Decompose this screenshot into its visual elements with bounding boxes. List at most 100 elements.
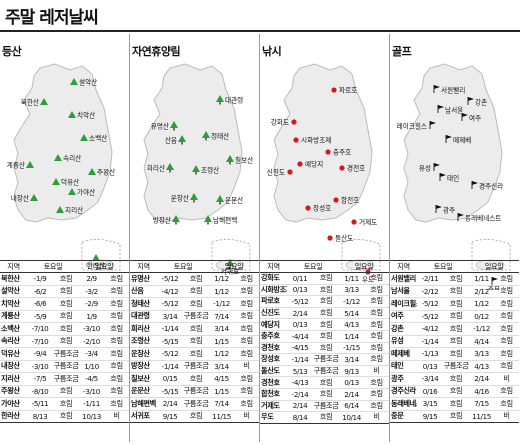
- temperature-cell: 2/14: [157, 397, 183, 411]
- table-row: 떼제베 -1/13 흐림 3/13 흐림: [390, 347, 520, 361]
- panel-divider: [389, 34, 390, 442]
- map-label: 가야산: [77, 188, 95, 197]
- condition-cell: 구름조금: [443, 360, 470, 373]
- condition-cell: 흐림: [104, 347, 130, 361]
- condition-cell: 흐림: [313, 388, 340, 401]
- map-marker: 가야산: [68, 188, 95, 197]
- temperature-cell: -1/14: [417, 335, 443, 348]
- condition-cell: 흐림: [53, 385, 80, 398]
- table-row: 속리산 -7/10 흐림 -2/10 흐림: [0, 335, 130, 348]
- temperature-cell: -1/13: [417, 347, 443, 361]
- temperature-cell: 3/14: [157, 310, 183, 323]
- table-row: 우도 8/14 흐림 10/14 비: [260, 411, 390, 424]
- temperature-cell: 0/13: [287, 318, 313, 331]
- condition-cell: 흐림: [313, 272, 340, 285]
- condition-cell: 흐림: [183, 372, 210, 386]
- map-label: 강화도: [271, 118, 289, 127]
- map-marker: 합천호: [333, 196, 359, 205]
- temperature-cell: 1/11: [339, 272, 365, 285]
- table-row: 신진도 2/14 흐림 5/14 흐림: [260, 307, 390, 320]
- temperature-cell: 2/9: [79, 272, 105, 286]
- temperature-cell: -3/10: [79, 322, 105, 336]
- table-row: 서원밸리 -2/11 흐림 1/11 흐림: [390, 272, 520, 286]
- column-header-sat: 토요일: [157, 260, 210, 273]
- temperature-cell: 3/14: [339, 353, 365, 366]
- table-row: 청태산 -5/12 흐림 -1/12 흐림: [130, 297, 260, 311]
- temperature-cell: -5/15: [157, 335, 183, 348]
- condition-cell: 흐림: [104, 310, 130, 323]
- temperature-cell: -5/9: [27, 310, 53, 323]
- map-marker: 서원밸리: [433, 85, 465, 95]
- condition-cell: 흐림: [183, 347, 210, 361]
- temperature-cell: 11/15: [209, 410, 235, 423]
- temperature-cell: -3/4: [79, 347, 105, 361]
- map-label: 경천호: [347, 164, 365, 173]
- location-cell: 칠보산: [130, 372, 157, 386]
- temperature-cell: -1/15: [339, 342, 365, 355]
- map-marker: 방장산: [153, 215, 180, 225]
- table-row: 충주호 -4/14 흐림 1/14 흐림: [260, 330, 390, 343]
- map-label: 시화방조제: [301, 136, 331, 145]
- condition-cell: 흐림: [364, 284, 390, 297]
- location-cell: 설악산: [0, 285, 27, 298]
- condition-cell: 흐림: [313, 411, 340, 424]
- map-marker: 태인: [439, 173, 459, 183]
- map-label: 태인: [447, 174, 459, 183]
- map-label: 조령산: [201, 166, 219, 175]
- map-outline: [13, 63, 113, 223]
- column-header-region: 지역: [0, 260, 27, 273]
- temperature-cell: 0/11: [287, 272, 313, 285]
- location-cell: 레이크힐스: [390, 297, 417, 311]
- temperature-cell: 7/14: [209, 397, 235, 411]
- condition-cell: 흐림: [183, 335, 210, 348]
- location-cell: 방장산: [130, 360, 157, 373]
- condition-cell: 흐림: [364, 342, 390, 355]
- temperature-cell: -4/15: [287, 342, 313, 355]
- map-marker: 설악산: [70, 78, 97, 87]
- table-row: 방장산 -1/14 구름조금 3/14 비: [130, 360, 260, 373]
- temperature-cell: 4/15: [209, 372, 235, 386]
- temperature-cell: 9/15: [417, 410, 443, 423]
- temperature-cell: 1/15: [209, 385, 235, 398]
- map-marker: 대관령: [216, 95, 243, 105]
- map-marker: 여주: [461, 113, 481, 123]
- temperature-cell: 2/12: [469, 285, 495, 298]
- temperature-cell: 4/14: [469, 335, 495, 348]
- temperature-cell: -1/12: [469, 322, 495, 336]
- condition-cell: 흐림: [53, 397, 80, 411]
- table-row: 희리산 -1/14 흐림 3/14 흐림: [130, 322, 260, 336]
- temperature-cell: -4/13: [287, 376, 313, 389]
- location-cell: 시화방조제: [260, 284, 287, 297]
- column-header-sat: 토요일: [287, 260, 340, 273]
- panel-divider: [259, 34, 260, 442]
- panel-title: 골프: [392, 45, 412, 58]
- condition-cell: 흐림: [104, 397, 130, 411]
- temperature-cell: 3/13: [339, 284, 365, 297]
- map-label: 신진도: [267, 168, 285, 177]
- panel-title: 등산: [2, 45, 22, 58]
- map-label: 속리산: [63, 154, 81, 163]
- condition-cell: 흐림: [234, 310, 260, 323]
- location-cell: 대관령: [130, 310, 157, 323]
- temperature-cell: 2/14: [469, 372, 495, 386]
- temperature-cell: 9/15: [157, 410, 183, 423]
- location-cell: 남서울: [390, 285, 417, 298]
- location-cell: 가야산: [0, 397, 27, 411]
- temperature-cell: -1/9: [27, 272, 53, 286]
- temperature-cell: -4/14: [287, 330, 313, 343]
- map-marker: 덕유산: [52, 178, 79, 187]
- map-marker: 강촌: [467, 97, 487, 107]
- map-label: 남해편백: [213, 216, 237, 225]
- condition-cell: 흐림: [364, 353, 390, 366]
- condition-cell: 흐림: [313, 342, 340, 355]
- temperature-cell: 4/16: [469, 385, 495, 398]
- column-header-region: 지역: [390, 260, 417, 273]
- table-row: 계룡산 -5/9 흐림 1/9 흐림: [0, 310, 130, 323]
- temperature-cell: -6/2: [27, 285, 53, 298]
- condition-cell: 비: [104, 410, 130, 423]
- temperature-cell: 10/13: [79, 410, 105, 423]
- temperature-cell: -8/10: [27, 385, 53, 398]
- map-label: 거제도: [359, 218, 377, 227]
